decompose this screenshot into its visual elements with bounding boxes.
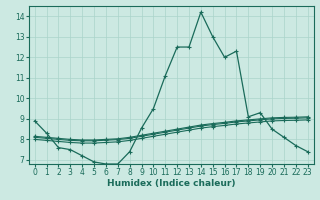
X-axis label: Humidex (Indice chaleur): Humidex (Indice chaleur) xyxy=(107,179,236,188)
